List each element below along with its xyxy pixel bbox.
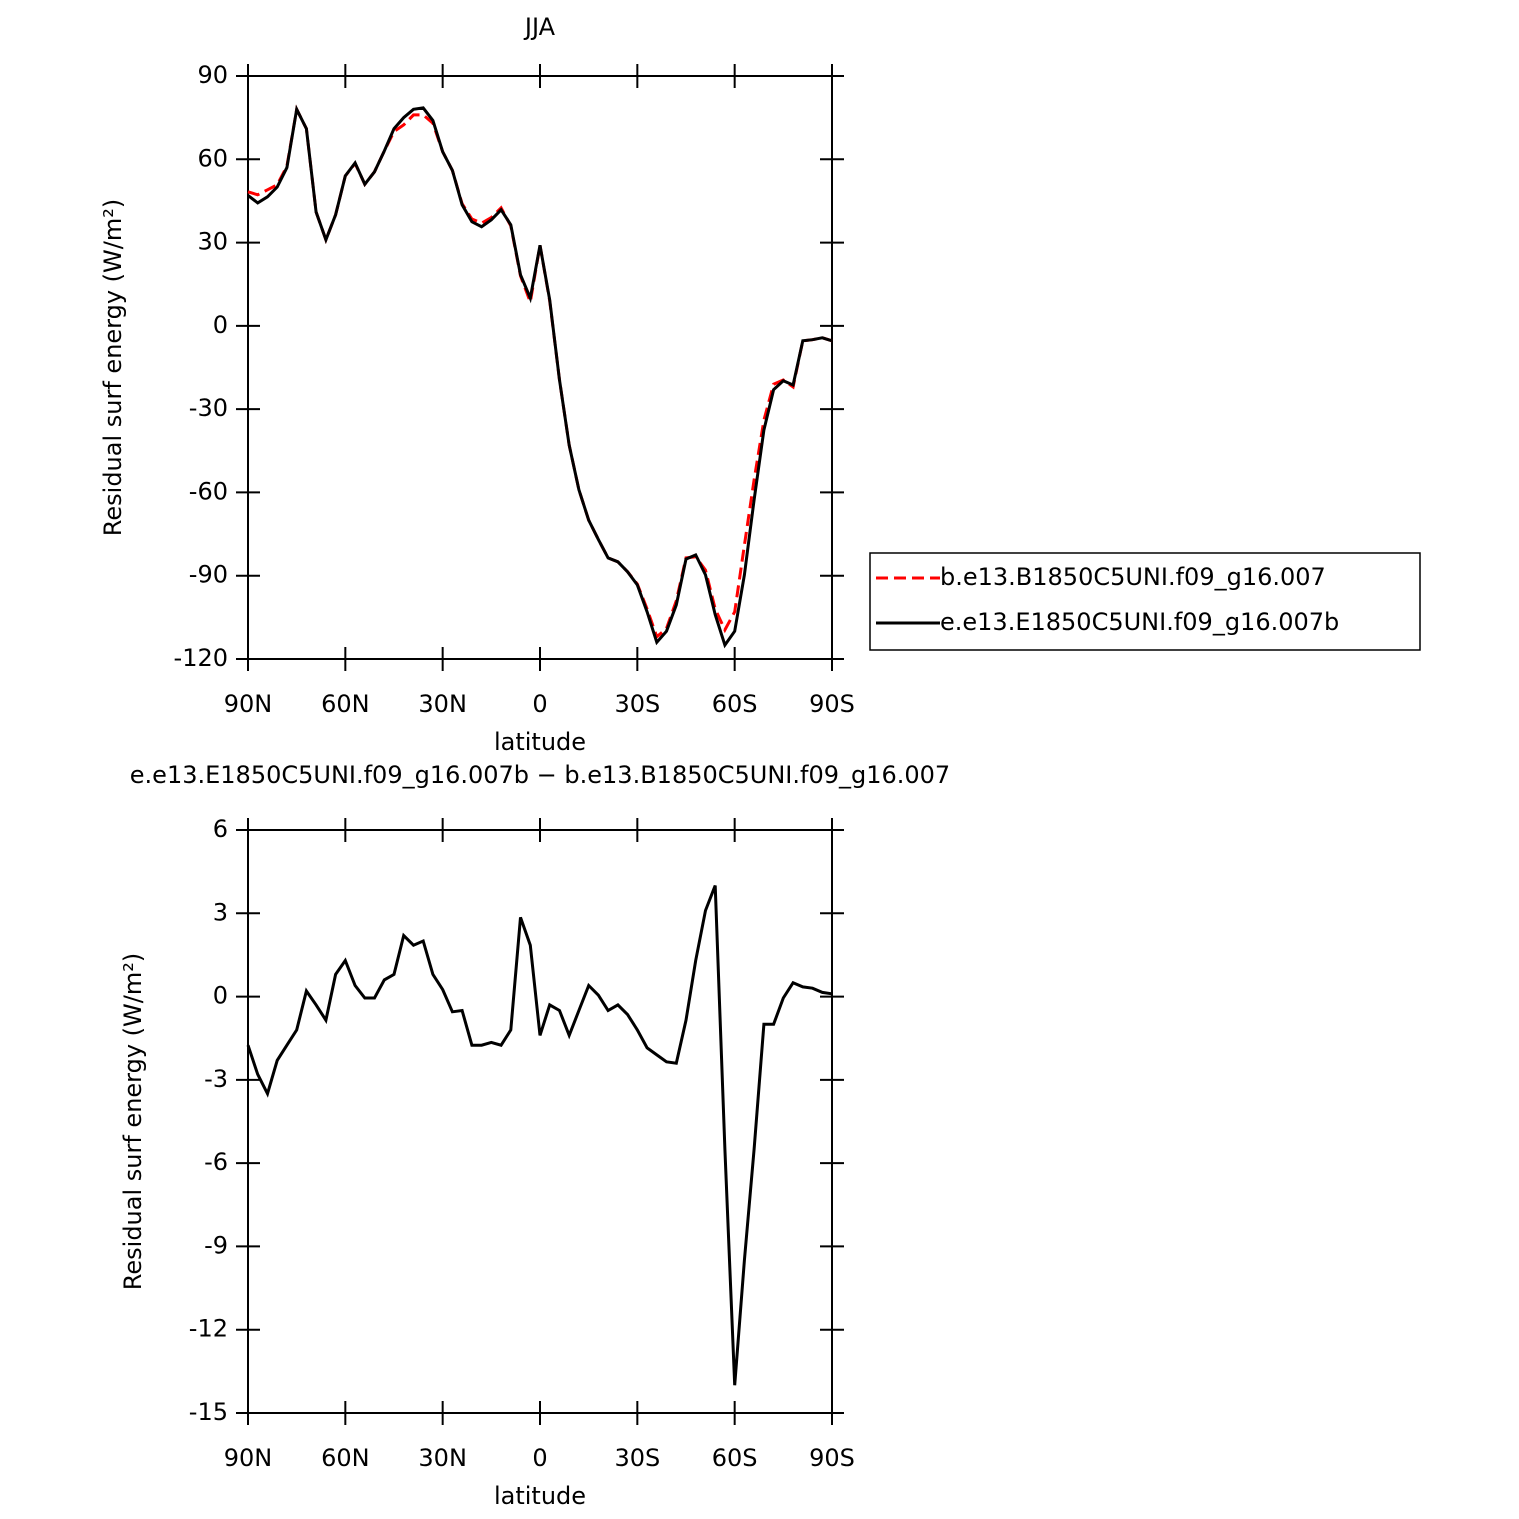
x-tick-label: 30S bbox=[614, 1444, 660, 1472]
x-tick-label: 60N bbox=[321, 690, 370, 718]
x-tick-label: 30S bbox=[614, 690, 660, 718]
chart-title: JJA bbox=[523, 13, 556, 41]
y-tick-label: -3 bbox=[204, 1065, 228, 1093]
data-line bbox=[246, 884, 833, 1386]
y-tick-label: -12 bbox=[189, 1315, 228, 1343]
legend-label: e.e13.E1850C5UNI.f09_g16.007b bbox=[940, 608, 1339, 636]
x-tick-label: 90S bbox=[809, 690, 855, 718]
y-tick-label: 6 bbox=[213, 815, 228, 843]
x-tick-label: 60N bbox=[321, 1444, 370, 1472]
plot-frame bbox=[247, 829, 833, 1414]
legend-label: b.e13.B1850C5UNI.f09_g16.007 bbox=[940, 563, 1326, 591]
legend-box bbox=[869, 552, 1421, 651]
data-line bbox=[247, 104, 833, 640]
y-tick-label: -30 bbox=[189, 394, 228, 422]
y-tick-label: -15 bbox=[189, 1398, 228, 1426]
y-axis-label: Residual surf energy (W/m²) bbox=[119, 953, 147, 1290]
x-tick-label: 30N bbox=[418, 1444, 467, 1472]
chart-title: e.e13.E1850C5UNI.f09_g16.007b − b.e13.B1… bbox=[130, 761, 950, 789]
y-tick-label: 0 bbox=[213, 311, 228, 339]
y-tick-label: -90 bbox=[189, 561, 228, 589]
x-tick-label: 90N bbox=[224, 690, 273, 718]
x-tick-label: 30N bbox=[418, 690, 467, 718]
y-tick-label: 90 bbox=[197, 61, 228, 89]
y-tick-label: -9 bbox=[204, 1231, 228, 1259]
data-line bbox=[247, 104, 833, 649]
y-tick-label: 0 bbox=[213, 982, 228, 1010]
x-tick-label: 90S bbox=[809, 1444, 855, 1472]
y-tick-label: 30 bbox=[197, 228, 228, 256]
y-tick-label: -6 bbox=[204, 1148, 228, 1176]
x-tick-label: 60S bbox=[712, 690, 758, 718]
y-tick-label: -120 bbox=[174, 644, 228, 672]
x-tick-label: 0 bbox=[532, 690, 547, 718]
y-tick-label: 60 bbox=[197, 144, 228, 172]
x-tick-label: 60S bbox=[712, 1444, 758, 1472]
x-axis-label: latitude bbox=[494, 1482, 586, 1510]
y-tick-label: 3 bbox=[213, 898, 228, 926]
y-tick-label: -60 bbox=[189, 477, 228, 505]
x-tick-label: 90N bbox=[224, 1444, 273, 1472]
x-tick-label: 0 bbox=[532, 1444, 547, 1472]
x-axis-label: latitude bbox=[494, 728, 586, 756]
y-axis-label: Residual surf energy (W/m²) bbox=[99, 199, 127, 536]
